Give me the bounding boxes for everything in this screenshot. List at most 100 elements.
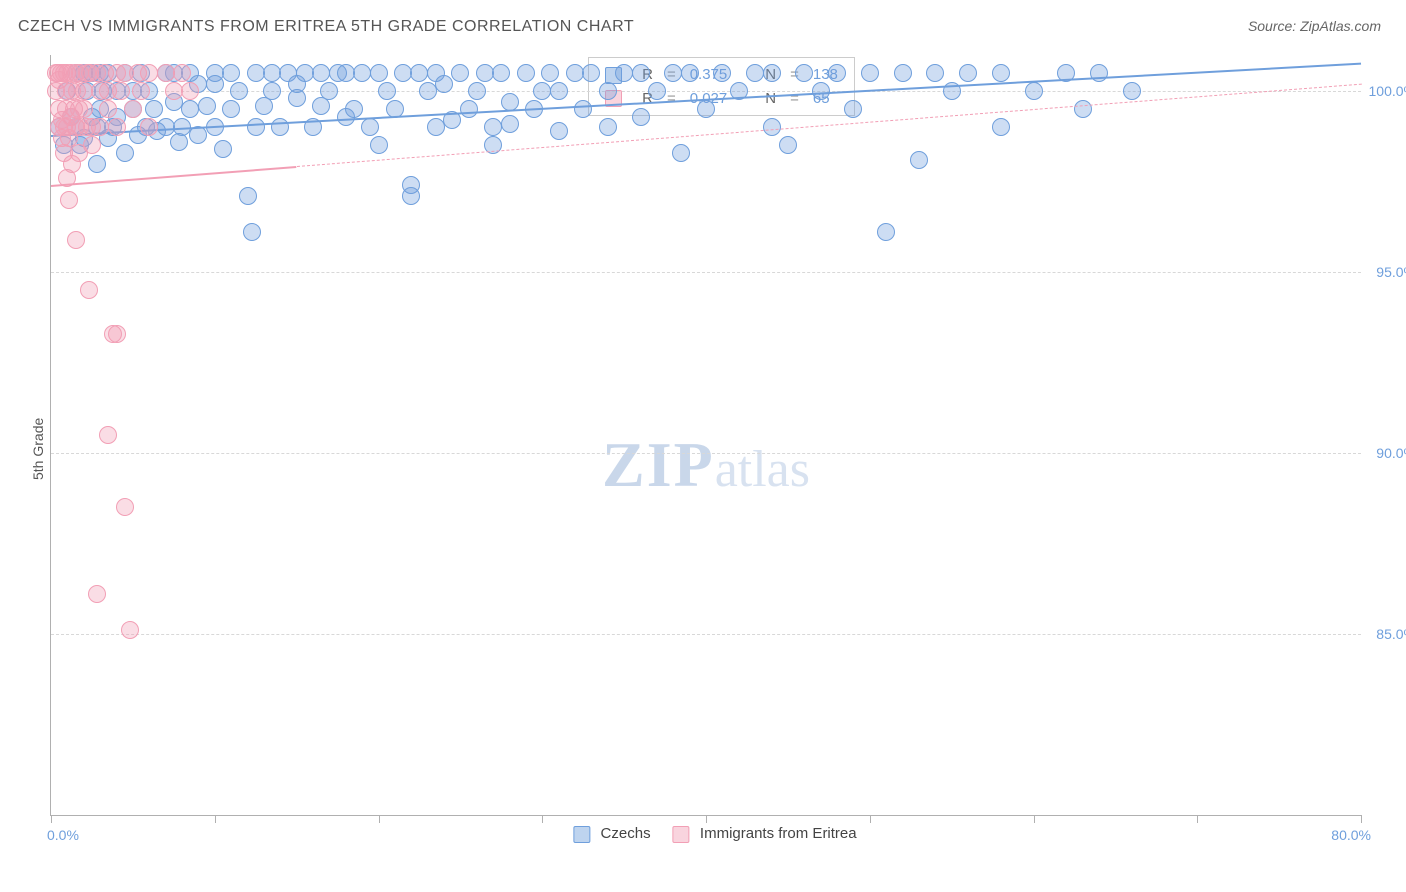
scatter-point	[795, 64, 813, 82]
scatter-point	[1123, 82, 1141, 100]
scatter-point	[926, 64, 944, 82]
scatter-point	[1025, 82, 1043, 100]
scatter-point	[746, 64, 764, 82]
scatter-point	[566, 64, 584, 82]
scatter-point	[214, 140, 232, 158]
scatter-point	[501, 115, 519, 133]
scatter-point	[410, 64, 428, 82]
scatter-point	[394, 64, 412, 82]
scatter-point	[672, 144, 690, 162]
scatter-point	[533, 82, 551, 100]
scatter-point	[370, 64, 388, 82]
scatter-point	[648, 82, 666, 100]
chart-container: CZECH VS IMMIGRANTS FROM ERITREA 5TH GRA…	[0, 0, 1406, 892]
scatter-point	[108, 118, 126, 136]
scatter-point	[517, 64, 535, 82]
scatter-point	[88, 155, 106, 173]
scatter-point	[247, 118, 265, 136]
scatter-point	[75, 82, 93, 100]
scatter-point	[312, 64, 330, 82]
scatter-point	[173, 64, 191, 82]
scatter-point	[320, 82, 338, 100]
scatter-point	[108, 325, 126, 343]
scatter-point	[198, 97, 216, 115]
scatter-point	[88, 585, 106, 603]
scatter-point	[361, 118, 379, 136]
x-tick	[51, 815, 52, 823]
scatter-point	[541, 64, 559, 82]
scatter-point	[222, 100, 240, 118]
chart-title: CZECH VS IMMIGRANTS FROM ERITREA 5TH GRA…	[18, 18, 634, 36]
bottom-legend: Czechs Immigrants from Eritrea	[555, 825, 856, 843]
scatter-point	[206, 75, 224, 93]
gridline	[51, 634, 1361, 635]
y-tick-label: 90.0%	[1376, 445, 1406, 461]
scatter-point	[402, 187, 420, 205]
scatter-point	[222, 64, 240, 82]
scatter-point	[116, 144, 134, 162]
scatter-point	[67, 231, 85, 249]
scatter-point	[713, 64, 731, 82]
scatter-point	[451, 64, 469, 82]
scatter-point	[353, 64, 371, 82]
scatter-point	[99, 426, 117, 444]
x-tick	[706, 815, 707, 823]
scatter-point	[427, 118, 445, 136]
scatter-point	[60, 191, 78, 209]
x-axis-min-label: 0.0%	[47, 827, 79, 843]
scatter-point	[83, 136, 101, 154]
scatter-point	[181, 100, 199, 118]
scatter-point	[263, 82, 281, 100]
scatter-point	[112, 82, 130, 100]
scatter-point	[476, 64, 494, 82]
scatter-point	[910, 151, 928, 169]
scatter-point	[484, 118, 502, 136]
x-tick	[215, 815, 216, 823]
legend-label-series1: Czechs	[601, 825, 651, 842]
x-tick	[1197, 815, 1198, 823]
source-credit: Source: ZipAtlas.com	[1248, 18, 1381, 34]
scatter-point	[181, 82, 199, 100]
scatter-point	[894, 64, 912, 82]
legend-label-series2: Immigrants from Eritrea	[700, 825, 857, 842]
scatter-point	[165, 82, 183, 100]
scatter-point	[844, 100, 862, 118]
scatter-point	[468, 82, 486, 100]
legend-swatch-series2	[673, 826, 690, 843]
watermark-bold: ZIP	[602, 429, 715, 500]
scatter-point	[91, 118, 109, 136]
scatter-point	[247, 64, 265, 82]
scatter-point	[378, 82, 396, 100]
scatter-point	[763, 118, 781, 136]
scatter-point	[681, 64, 699, 82]
watermark: ZIPatlas	[602, 428, 810, 502]
scatter-point	[75, 100, 93, 118]
scatter-point	[263, 64, 281, 82]
x-tick	[870, 815, 871, 823]
scatter-point	[574, 100, 592, 118]
scatter-point	[370, 136, 388, 154]
scatter-point	[140, 64, 158, 82]
y-tick-label: 85.0%	[1376, 626, 1406, 642]
scatter-point	[145, 100, 163, 118]
scatter-point	[435, 75, 453, 93]
scatter-point	[599, 82, 617, 100]
x-tick	[542, 815, 543, 823]
scatter-point	[992, 118, 1010, 136]
gridline	[51, 272, 1361, 273]
scatter-point	[345, 100, 363, 118]
scatter-point	[615, 64, 633, 82]
watermark-light: atlas	[715, 441, 810, 498]
scatter-point	[550, 122, 568, 140]
scatter-point	[243, 223, 261, 241]
x-axis-max-label: 80.0%	[1331, 827, 1371, 843]
scatter-point	[664, 64, 682, 82]
scatter-point	[121, 621, 139, 639]
scatter-point	[550, 82, 568, 100]
x-tick	[379, 815, 380, 823]
scatter-point	[460, 100, 478, 118]
scatter-point	[80, 281, 98, 299]
scatter-point	[140, 118, 158, 136]
scatter-point	[763, 64, 781, 82]
scatter-point	[492, 64, 510, 82]
